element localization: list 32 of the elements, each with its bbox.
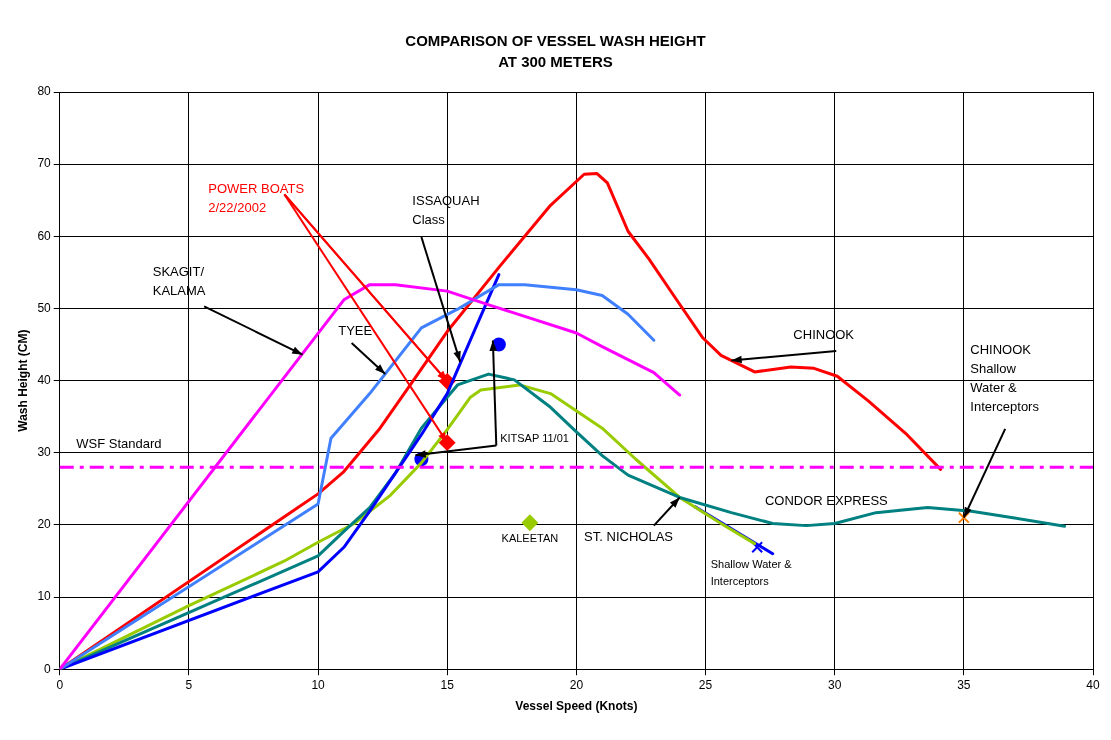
annotation: TYEE: [338, 323, 373, 339]
x-axis-title: Vessel Speed (Knots): [515, 699, 638, 714]
x-tick-label: 40: [1086, 677, 1100, 692]
annotation: CHINOOK Shallow Water & Interceptors: [970, 341, 1040, 414]
y-tick-label: 20: [37, 517, 52, 532]
y-tick-label: 70: [37, 156, 52, 171]
y-tick-label: 80: [37, 84, 52, 99]
x-tick-label: 30: [828, 677, 842, 692]
chart-title: COMPARISON OF VESSEL WASH HEIGHT AT 300 METERS: [404, 31, 707, 72]
y-tick-label: 10: [37, 589, 52, 604]
x-tick-label: 10: [311, 677, 326, 692]
ref-line-label: WSF Standard: [76, 436, 162, 452]
annotation: ST. NICHOLAS: [584, 528, 674, 544]
x-tick-label: 5: [185, 677, 193, 692]
y-axis-title: Wash Height (CM): [15, 329, 30, 432]
text: KITSAP 11/01: [500, 432, 569, 445]
series-label: KALEETAN: [501, 531, 559, 544]
x-tick-label: 25: [698, 677, 713, 692]
series-label: Shallow Water & Interceptors: [710, 557, 793, 587]
point: [751, 541, 764, 554]
annotation: POWER BOATS 2/22/2002: [208, 180, 305, 215]
x-tick-label: 0: [56, 677, 64, 692]
point: [957, 511, 970, 524]
x-tick-label: 15: [440, 677, 455, 692]
x-tick-label: 35: [957, 677, 971, 692]
y-tick-label: 0: [44, 661, 52, 676]
point: [521, 514, 538, 531]
y-tick-label: 30: [37, 445, 52, 460]
y-tick-label: 40: [37, 372, 52, 387]
x-tick-label: 20: [569, 677, 584, 692]
y-tick-label: 60: [37, 228, 52, 243]
y-tick-label: 50: [37, 300, 52, 315]
